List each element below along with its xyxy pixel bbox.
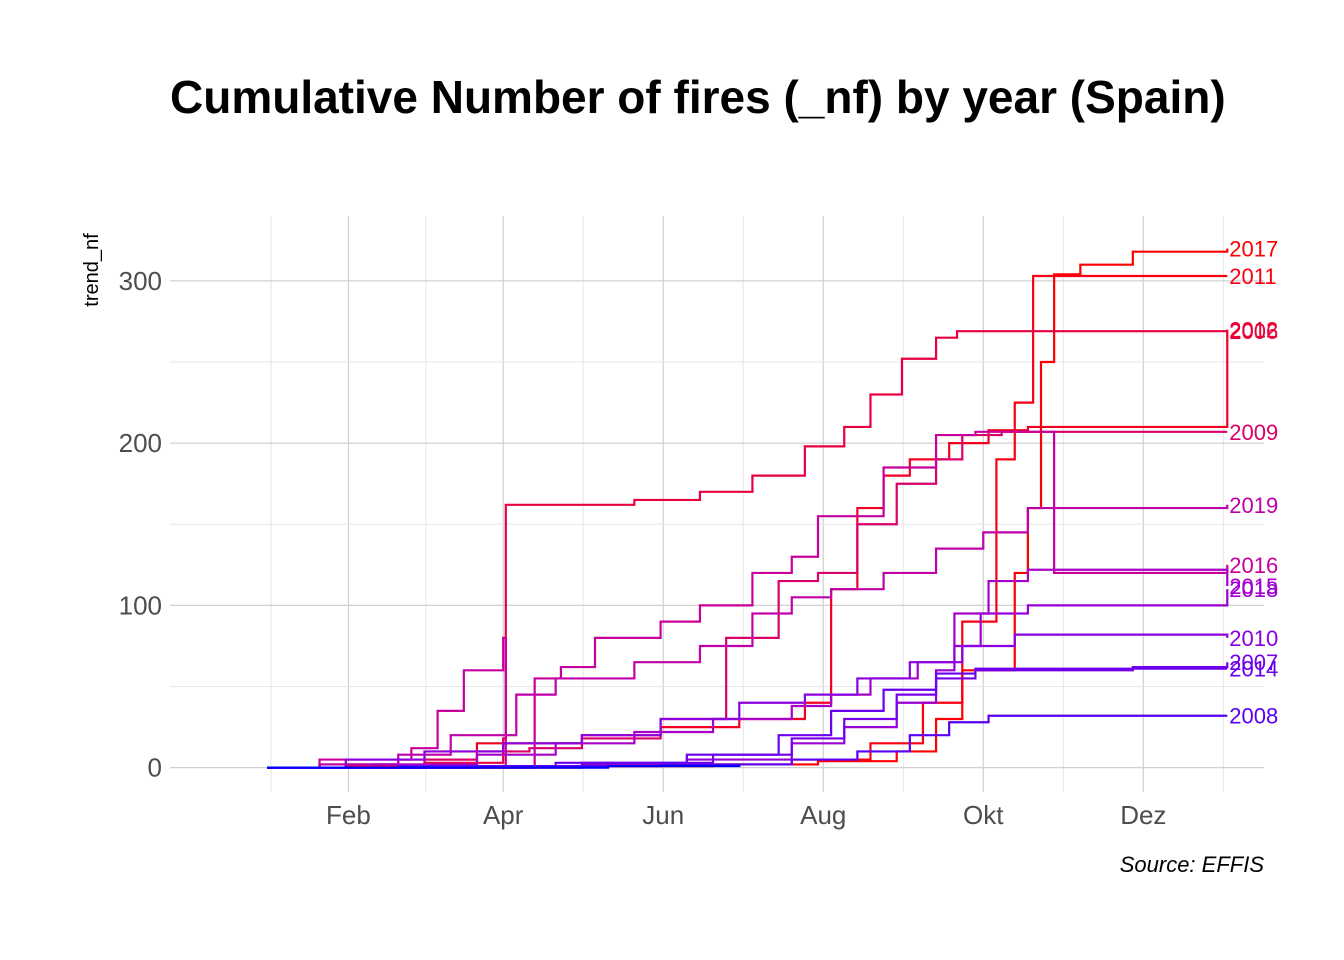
series-label-2018: 2018 bbox=[1229, 577, 1278, 602]
x-tick-label-4: Okt bbox=[963, 800, 1004, 830]
series-label-2007: 2007 bbox=[1229, 650, 1278, 675]
series-line-2019 bbox=[267, 504, 1229, 769]
series-label-2011: 2011 bbox=[1229, 264, 1276, 289]
series-label-2008: 2008 bbox=[1229, 704, 1278, 729]
series-line-2010 bbox=[267, 633, 1229, 769]
y-axis-title: trend_nf bbox=[81, 233, 103, 307]
chart-caption: Source: EFFIS bbox=[1119, 852, 1264, 877]
series-label-2019: 2019 bbox=[1229, 493, 1278, 518]
series-label-2016: 2016 bbox=[1229, 553, 1278, 578]
series-label-2006: 2006 bbox=[1229, 319, 1278, 344]
y-tick-label-3: 300 bbox=[119, 266, 162, 296]
series-lines bbox=[267, 248, 1229, 769]
x-tick-label-3: Aug bbox=[800, 800, 846, 830]
chart-title: Cumulative Number of fires (_nf) by year… bbox=[170, 71, 1226, 123]
series-label-2017: 2017 bbox=[1229, 236, 1278, 261]
y-tick-label-2: 200 bbox=[119, 428, 162, 458]
y-tick-label-0: 0 bbox=[148, 753, 162, 783]
series-line-2016 bbox=[267, 430, 1229, 769]
series-label-2015: 2015 bbox=[1229, 574, 1278, 599]
x-axis: Feb Apr Jun Aug Okt Dez bbox=[326, 800, 1166, 830]
series-line-2018 bbox=[267, 589, 1229, 769]
x-tick-label-0: Feb bbox=[326, 800, 371, 830]
series-line-2015 bbox=[267, 568, 1229, 769]
y-tick-label-1: 100 bbox=[119, 590, 162, 620]
series-label-2012: 2012 bbox=[1229, 318, 1278, 343]
series-label-2010: 2010 bbox=[1229, 626, 1278, 651]
x-tick-label-1: Apr bbox=[483, 800, 524, 830]
series-line-2011 bbox=[267, 274, 1228, 769]
series-line-2006 bbox=[267, 330, 1228, 769]
series-line-unlabeled-13 bbox=[267, 764, 741, 769]
grid bbox=[170, 216, 1264, 792]
series-line-2008 bbox=[267, 714, 1228, 769]
series-label-2014: 2014 bbox=[1229, 657, 1278, 682]
series-label-2009: 2009 bbox=[1229, 420, 1278, 445]
x-tick-label-5: Dez bbox=[1120, 800, 1166, 830]
y-axis: 0 100 200 300 bbox=[119, 266, 162, 783]
series-line-2009 bbox=[267, 430, 1228, 769]
x-tick-label-2: Jun bbox=[642, 800, 684, 830]
